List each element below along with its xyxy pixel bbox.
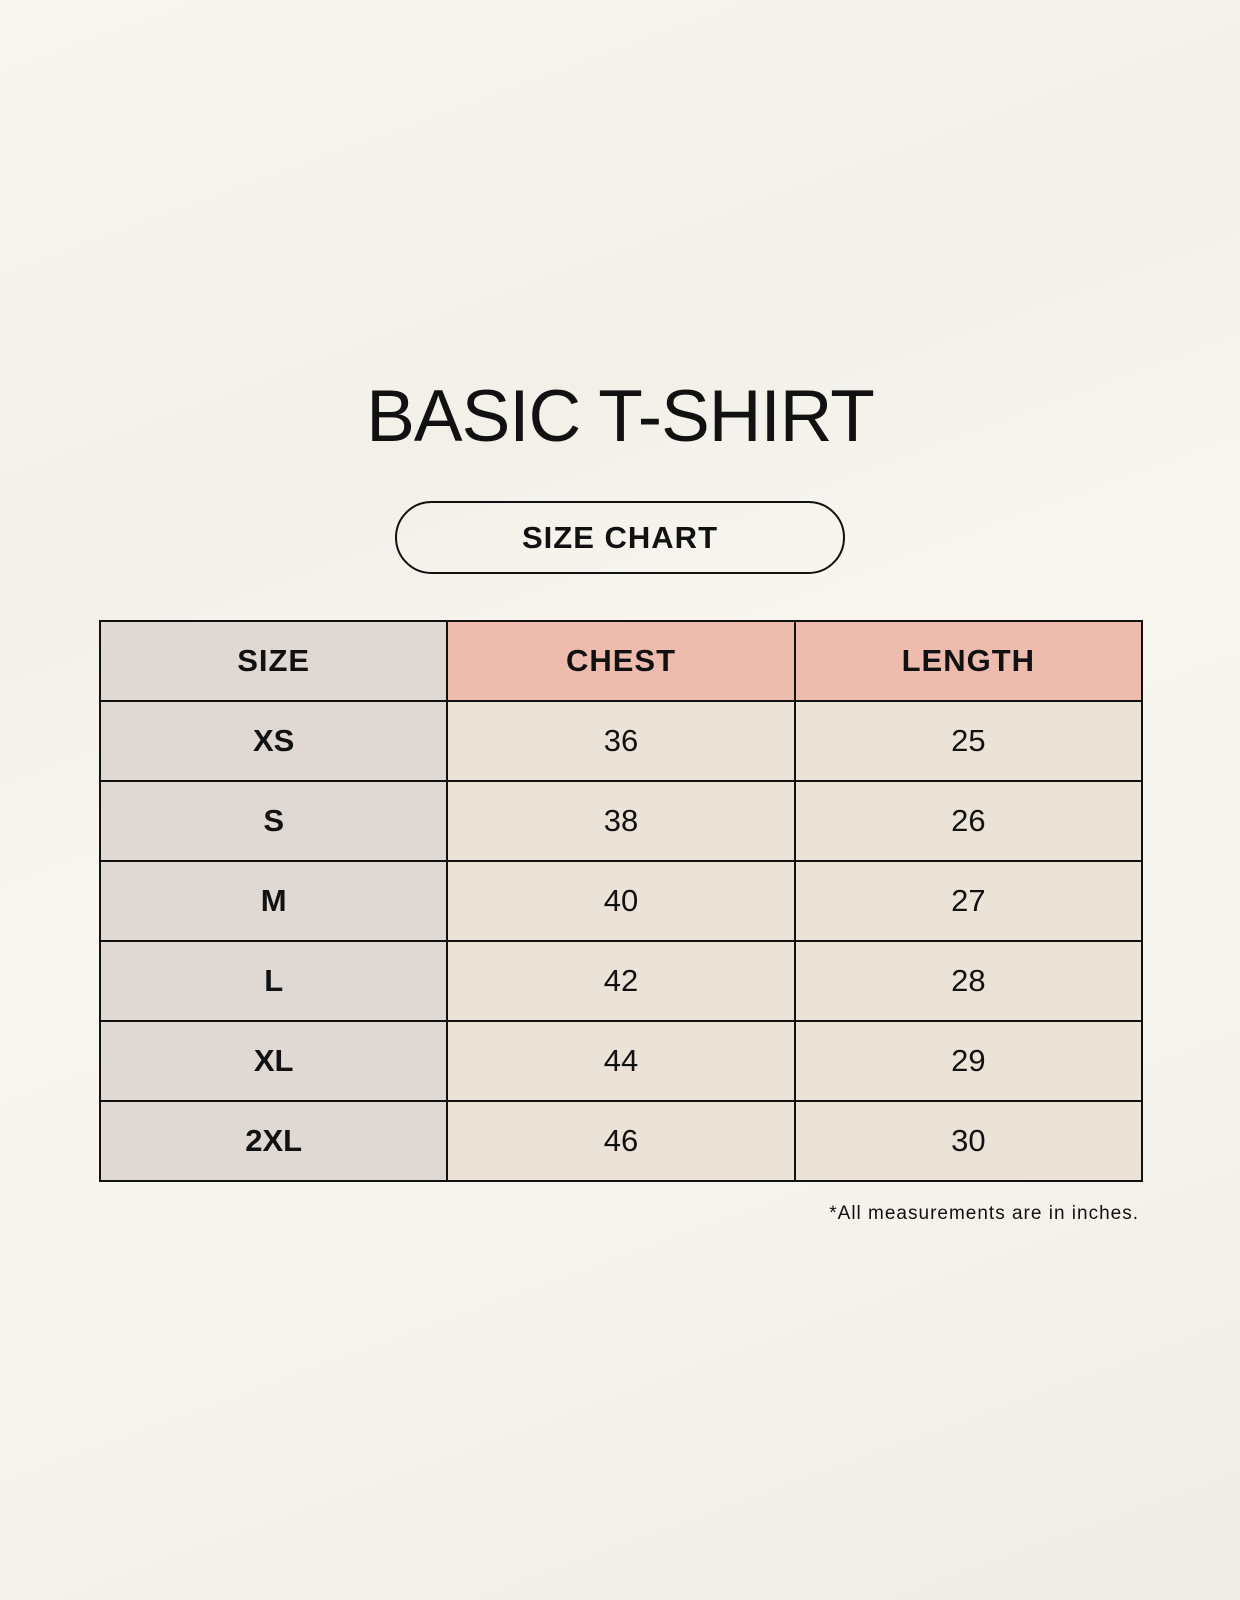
table-row: 2XL 46 30 xyxy=(98,1100,1144,1182)
chest-cell: 40 xyxy=(446,860,796,942)
size-cell: XS xyxy=(98,700,449,782)
size-cell: XL xyxy=(98,1020,449,1102)
header-chest: CHEST xyxy=(446,620,796,702)
header-size: SIZE xyxy=(98,620,449,702)
length-cell: 26 xyxy=(793,780,1144,862)
table-row: XL 44 29 xyxy=(98,1020,1144,1102)
chest-cell: 38 xyxy=(446,780,796,862)
footnote: *All measurements are in inches. xyxy=(829,1203,1139,1224)
table-header-row: SIZE CHEST LENGTH xyxy=(98,620,1144,702)
chest-cell: 36 xyxy=(446,700,796,782)
length-cell: 30 xyxy=(793,1100,1144,1182)
size-cell: M xyxy=(98,860,449,942)
page-title: BASIC T-SHIRT xyxy=(366,376,875,457)
size-cell: L xyxy=(98,940,449,1022)
header-length: LENGTH xyxy=(793,620,1144,702)
length-cell: 25 xyxy=(793,700,1144,782)
size-cell: S xyxy=(98,780,449,862)
size-table: SIZE CHEST LENGTH XS 36 25 S 38 26 M 40 27 L 42 28 X… xyxy=(98,620,1144,1182)
size-cell: 2XL xyxy=(98,1100,449,1182)
table-row: S 38 26 xyxy=(98,780,1144,862)
length-cell: 29 xyxy=(793,1020,1144,1102)
table-row: M 40 27 xyxy=(98,860,1144,942)
chest-cell: 46 xyxy=(446,1100,796,1182)
chest-cell: 42 xyxy=(446,940,796,1022)
length-cell: 28 xyxy=(793,940,1144,1022)
table-row: XS 36 25 xyxy=(98,700,1144,782)
table-row: L 42 28 xyxy=(98,940,1144,1022)
length-cell: 27 xyxy=(793,860,1144,942)
chest-cell: 44 xyxy=(446,1020,796,1102)
size-chart-badge: SIZE CHART xyxy=(395,501,845,574)
